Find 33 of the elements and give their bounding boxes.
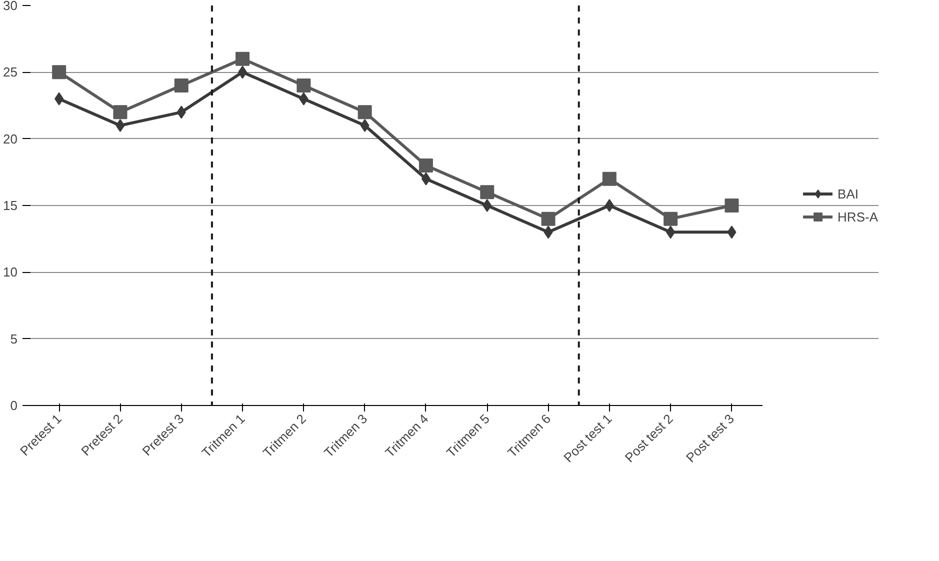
point [604, 199, 614, 212]
legend-label: HRS-A [838, 209, 878, 224]
point [421, 172, 430, 186]
point [480, 185, 494, 200]
legend-label: BAI [838, 186, 859, 201]
y-tick-label: 15 [3, 198, 18, 213]
point [727, 226, 736, 239]
point [236, 52, 250, 66]
point [544, 226, 553, 239]
point [664, 212, 678, 226]
point [418, 158, 433, 172]
y-tick-label: 0 [10, 398, 18, 413]
point [724, 198, 739, 212]
y-tick-label: 10 [3, 264, 18, 280]
y-tick-label: 25 [3, 64, 18, 80]
y-tick-label: 5 [10, 331, 18, 346]
point [52, 65, 66, 80]
point [174, 78, 188, 92]
point [238, 66, 248, 79]
point [358, 105, 372, 120]
point [113, 105, 128, 120]
point [296, 78, 311, 92]
point [602, 172, 616, 186]
point [116, 119, 125, 132]
y-tick-label: 20 [3, 131, 18, 146]
point [299, 92, 308, 106]
point [482, 199, 492, 212]
y-tick-label: 30 [3, 0, 18, 13]
point [541, 212, 556, 226]
point [360, 119, 370, 132]
point [176, 106, 186, 119]
point [54, 92, 64, 106]
point [666, 226, 676, 239]
